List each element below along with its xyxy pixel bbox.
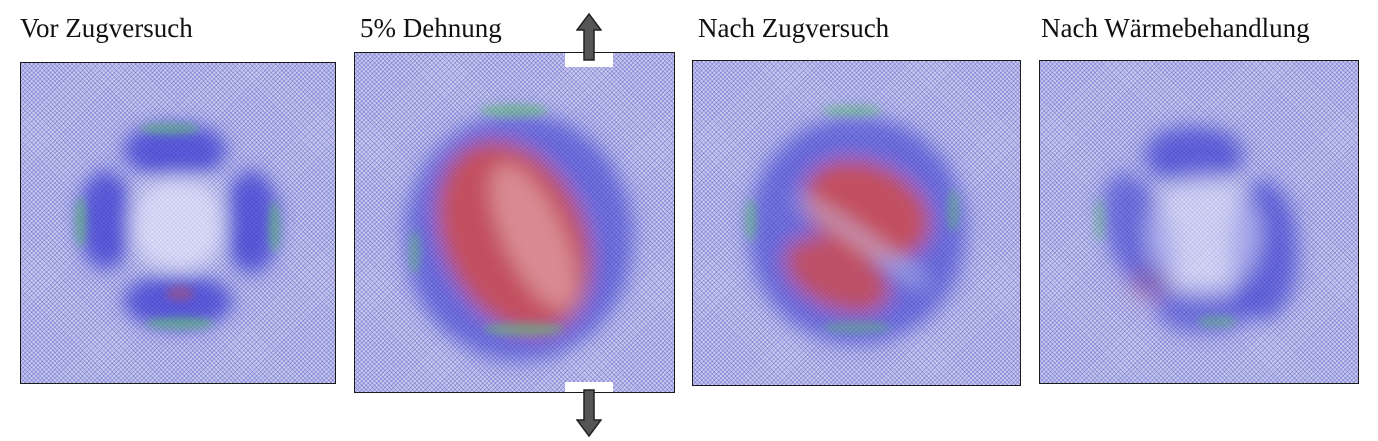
panel-5-percent-strain <box>354 52 675 393</box>
label-5-percent-strain: 5% Dehnung <box>360 13 502 43</box>
microstructure-image-after-tensile <box>744 104 967 345</box>
microstructure-image-after-heat-treatment <box>1093 125 1299 334</box>
microstructure-image-before <box>74 122 281 330</box>
load-notch-bottom <box>565 382 613 392</box>
label-after-heat-treatment: Nach Wärmebehandlung <box>1041 13 1310 43</box>
label-before-tensile-test: Vor Zugversuch <box>20 13 193 43</box>
arrow-down-icon <box>576 389 602 438</box>
arrow-up-icon <box>576 12 602 61</box>
label-after-tensile-test: Nach Zugversuch <box>698 13 890 43</box>
panel-after-heat-treatment <box>1039 60 1359 384</box>
panel-after-tensile-test <box>692 60 1021 386</box>
microstructure-image-5-percent <box>404 103 634 362</box>
panel-before-tensile-test <box>20 62 336 384</box>
